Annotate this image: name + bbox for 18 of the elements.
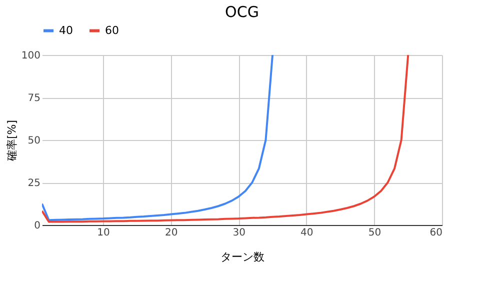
chart-title: OCG bbox=[225, 3, 259, 21]
line-series bbox=[42, 55, 410, 223]
x-tick-label: 10 bbox=[97, 228, 110, 238]
x-tick-label: 50 bbox=[368, 228, 382, 238]
x-tick-label: 30 bbox=[232, 228, 246, 238]
x-tick-label: 60 bbox=[430, 228, 442, 238]
x-tick-label: 40 bbox=[300, 228, 314, 238]
x-axis-title: ターン数 bbox=[220, 250, 264, 264]
line-series bbox=[42, 55, 274, 222]
y-axis-title: 確率[%] bbox=[5, 120, 18, 162]
legend-label: 60 bbox=[105, 24, 119, 37]
legend-label: 40 bbox=[59, 24, 73, 37]
y-tick-label: 100 bbox=[21, 50, 40, 62]
y-tick-label: 0 bbox=[34, 220, 40, 232]
y-tick-label: 25 bbox=[28, 178, 40, 189]
y-tick-label: 75 bbox=[28, 93, 40, 104]
x-tick-label: 20 bbox=[164, 228, 178, 238]
y-tick-label: 50 bbox=[28, 136, 40, 146]
